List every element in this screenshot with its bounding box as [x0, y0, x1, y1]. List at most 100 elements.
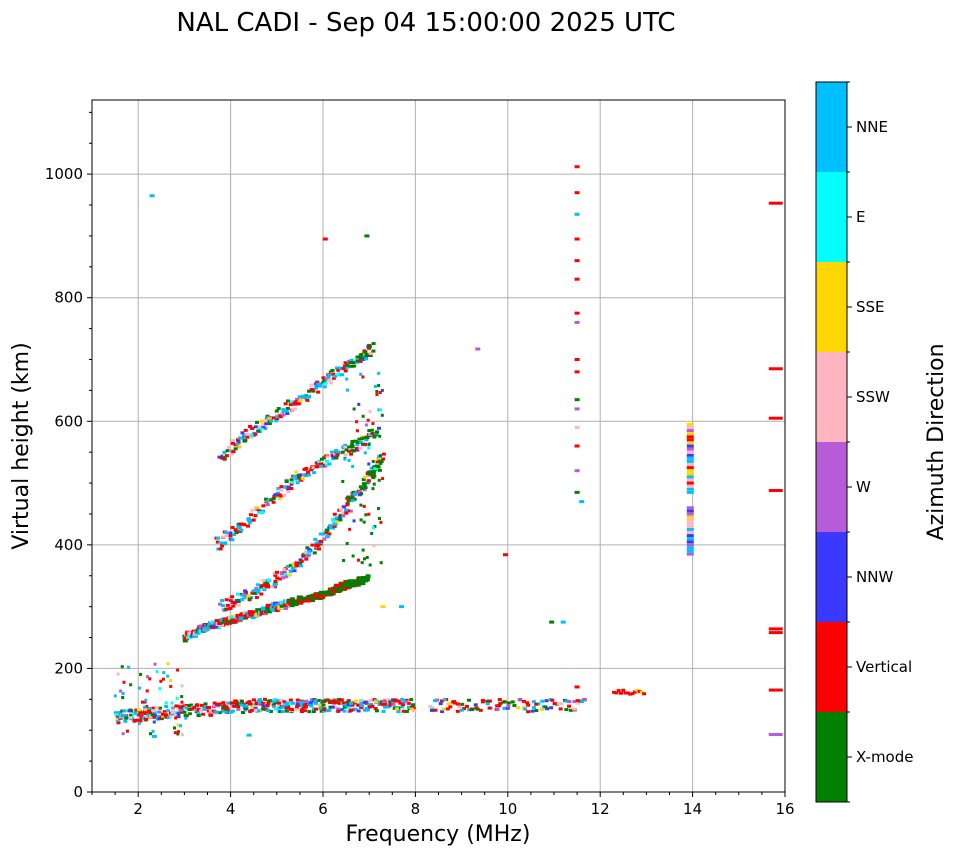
echo-point [278, 415, 283, 419]
echo-point [579, 500, 585, 504]
echo-point [261, 579, 266, 583]
echo-point [289, 482, 294, 486]
echo-point [259, 610, 265, 615]
echo-point [324, 377, 329, 381]
echo-point [574, 444, 580, 448]
echo-point [291, 566, 296, 570]
echo-point [362, 353, 367, 357]
echo-point [438, 702, 443, 706]
echo-point [612, 690, 617, 694]
echo-point [190, 707, 195, 711]
echo-point [271, 500, 276, 504]
echo-point [333, 374, 338, 378]
echo-point [253, 591, 258, 595]
echo-point [244, 706, 249, 710]
echo-point [372, 474, 377, 478]
echo-point [182, 710, 187, 714]
echo-point [247, 521, 252, 525]
echo-point [637, 690, 642, 694]
echo-point [145, 705, 149, 709]
colorbar-label: Vertical [856, 658, 912, 676]
echo-point [285, 399, 290, 403]
echo-point [335, 366, 340, 370]
echo-point [259, 419, 264, 423]
echo-point [362, 475, 367, 479]
echo-point [388, 703, 393, 707]
echo-point [122, 714, 127, 718]
echo-point [148, 677, 152, 681]
echo-point [346, 498, 351, 502]
echo-point [341, 511, 346, 515]
echo-point [325, 709, 330, 713]
echo-point [361, 548, 365, 552]
echo-point [279, 600, 285, 605]
echo-point [364, 423, 368, 427]
echo-point [157, 715, 162, 719]
echo-point [175, 696, 179, 700]
echo-point [260, 584, 265, 588]
echo-point [373, 467, 378, 471]
echo-point [243, 589, 248, 593]
echo-point [234, 699, 239, 703]
echo-point [299, 708, 304, 712]
echo-point [357, 437, 362, 441]
echo-point [372, 465, 377, 469]
echo-point [192, 706, 197, 710]
echo-point [174, 716, 178, 720]
echo-point [375, 460, 380, 464]
colorbar-label: NNE [856, 118, 888, 136]
echo-point [351, 490, 356, 494]
echo-point [347, 458, 351, 462]
echo-point [225, 607, 230, 611]
echo-point [686, 456, 694, 460]
echo-point [144, 708, 149, 712]
echo-point [245, 432, 250, 436]
echo-point [272, 698, 277, 702]
echo-point [340, 708, 345, 712]
echo-point [164, 701, 168, 705]
echo-point [348, 527, 352, 531]
echo-point [222, 457, 227, 461]
echo-point [305, 398, 310, 402]
echo-point [614, 691, 619, 695]
echo-point [226, 701, 231, 705]
echo-point [253, 708, 258, 712]
echo-point [246, 733, 252, 737]
echo-point [208, 708, 213, 712]
echo-point [201, 712, 206, 716]
echo-point [430, 706, 435, 710]
echo-point [345, 365, 350, 369]
echo-point [352, 497, 357, 501]
echo-point [304, 550, 309, 554]
echo-point [256, 509, 261, 513]
echo-point [311, 710, 316, 714]
echo-point [355, 355, 360, 359]
echo-point [265, 503, 270, 507]
echo-point [115, 714, 120, 718]
echo-point [285, 709, 290, 713]
echo-point [173, 731, 177, 735]
echo-point [344, 703, 349, 707]
echo-point [147, 707, 152, 711]
echo-point [371, 471, 376, 475]
echo-point [642, 692, 647, 696]
echo-point [327, 378, 332, 382]
echo-point [345, 377, 349, 381]
echo-point [313, 386, 318, 390]
echo-point [364, 357, 369, 361]
echo-point [221, 708, 226, 712]
echo-point [299, 564, 304, 568]
echo-point [180, 700, 184, 704]
echo-point [331, 518, 336, 522]
echo-point [368, 432, 373, 436]
echo-point [165, 709, 170, 713]
echo-point [355, 582, 361, 587]
echo-point [580, 700, 585, 704]
echo-point [121, 732, 125, 736]
echo-point [686, 518, 694, 522]
echo-point [368, 351, 373, 355]
echo-point [243, 614, 249, 619]
echo-point [288, 569, 293, 573]
echo-point [258, 427, 263, 431]
echo-point [283, 402, 288, 406]
